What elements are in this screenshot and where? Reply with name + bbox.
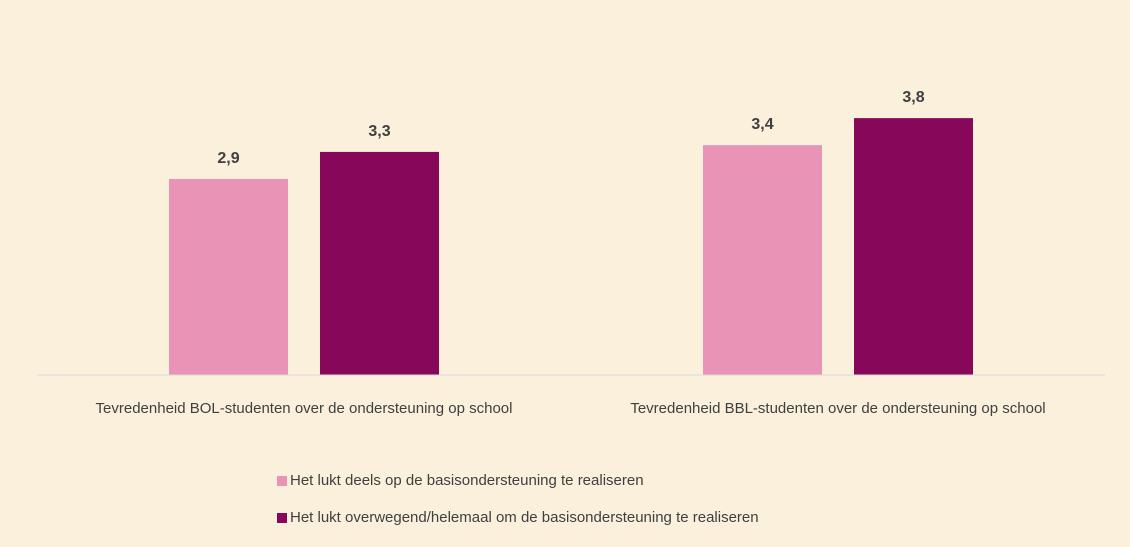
value-label: 2,9	[217, 150, 239, 167]
legend-item: Het lukt overwegend/helemaal om de basis…	[277, 509, 759, 526]
legend-swatch	[277, 475, 287, 486]
value-label: 3,8	[902, 89, 924, 106]
bar	[703, 145, 822, 375]
bar	[169, 178, 288, 375]
bar	[320, 151, 439, 375]
bar	[854, 118, 973, 376]
x-tick-label: Tevredenheid BOL-studenten over de onder…	[95, 400, 513, 417]
legend-label: Het lukt overwegend/helemaal om de basis…	[290, 509, 759, 526]
value-label: 3,3	[368, 123, 390, 140]
legend-item: Het lukt deels op de basisondersteuning …	[277, 472, 644, 489]
value-label: 3,4	[751, 116, 773, 133]
legend-swatch	[277, 512, 287, 523]
x-tick-label: Tevredenheid BBL-studenten over de onder…	[630, 400, 1046, 417]
legend-label: Het lukt deels op de basisondersteuning …	[290, 472, 644, 489]
